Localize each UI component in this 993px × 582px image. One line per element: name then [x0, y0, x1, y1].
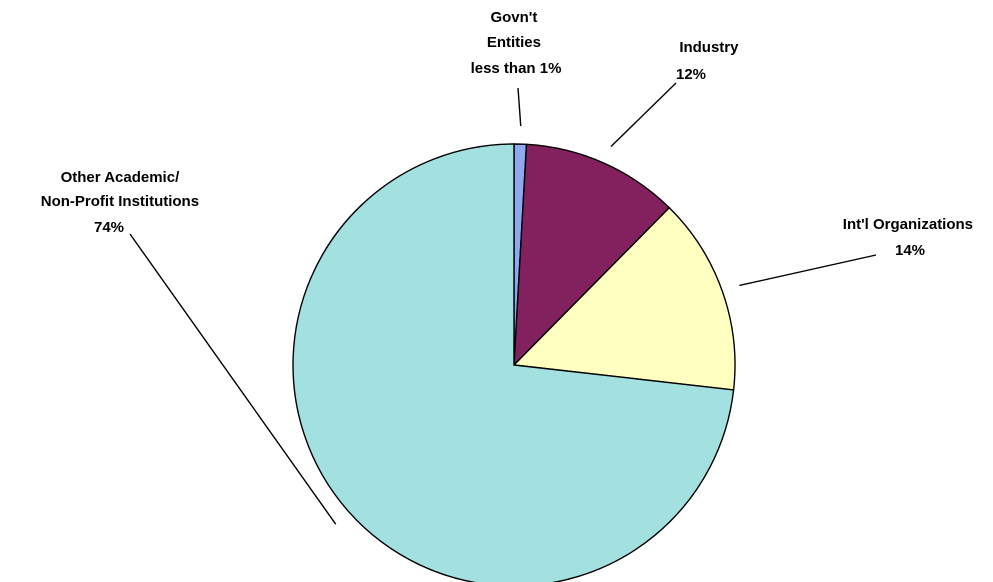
leader-line-industry	[610, 82, 677, 148]
leader-lines	[129, 82, 877, 525]
pie-slice-academic	[292, 143, 735, 582]
pie-slice-intl	[512, 206, 736, 391]
label-academic: Other Academic/ Non-Profit Institutions …	[41, 169, 203, 236]
label-academic-line-1: Other Academic/	[61, 169, 180, 186]
label-industry-name: Industry	[679, 39, 739, 56]
pie-slice-industry	[513, 143, 671, 367]
label-academic-line-2: Non-Profit Institutions	[41, 193, 199, 210]
label-govt-line-1: Govn't	[490, 9, 537, 26]
label-intl-name: Int'l Organizations	[843, 216, 973, 233]
pie-slices	[292, 143, 736, 582]
label-govt-line-3: less than 1%	[471, 60, 562, 77]
label-intl-percent: 14%	[895, 242, 925, 259]
leader-line-govt	[517, 87, 522, 127]
label-industry: Industry 12%	[676, 39, 743, 83]
leader-line-academic	[129, 233, 337, 525]
label-intl: Int'l Organizations 14%	[843, 216, 977, 259]
label-govt: Govn't Entities less than 1%	[471, 9, 562, 77]
label-academic-line-3: 74%	[94, 219, 124, 236]
label-govt-line-2: Entities	[487, 34, 541, 51]
leader-line-intl	[739, 254, 877, 287]
label-industry-percent: 12%	[676, 66, 706, 83]
